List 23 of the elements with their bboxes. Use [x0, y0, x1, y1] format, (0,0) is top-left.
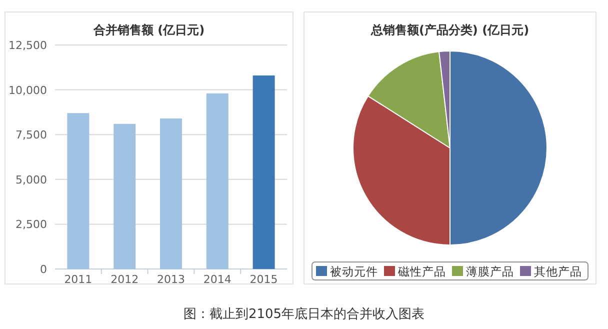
y-tick-label: 12,500	[8, 39, 47, 52]
bar	[252, 75, 275, 269]
legend-label: 薄膜产品	[466, 264, 514, 278]
x-tick-label: 2015	[250, 273, 278, 286]
text: 图：截止到2105年底日本的合并收入图表	[183, 307, 425, 322]
x-tick-label: 2014	[203, 273, 232, 286]
bar	[114, 124, 136, 269]
chart-title: 合并销售额 (亿日元)	[92, 23, 205, 37]
x-tick-label: 2011	[64, 273, 92, 286]
y-tick-label: 0	[40, 263, 47, 276]
y-tick-label: 2,500	[16, 218, 47, 232]
bar	[160, 118, 182, 269]
x-tick-label: 2012	[110, 273, 139, 286]
legend-label: 被动元件	[330, 264, 378, 278]
legend-label: 磁性产品	[397, 264, 446, 278]
chart-title: 总销售额(产品分类) (亿日元)	[370, 23, 530, 37]
legend-label: 其他产品	[534, 264, 582, 278]
y-tick-label: 10,000	[8, 84, 47, 97]
x-tick-label: 2013	[157, 273, 185, 286]
y-tick-label: 7,500	[16, 128, 47, 142]
bar	[67, 113, 90, 269]
bar	[206, 93, 228, 269]
y-tick-label: 5,000	[16, 173, 47, 186]
